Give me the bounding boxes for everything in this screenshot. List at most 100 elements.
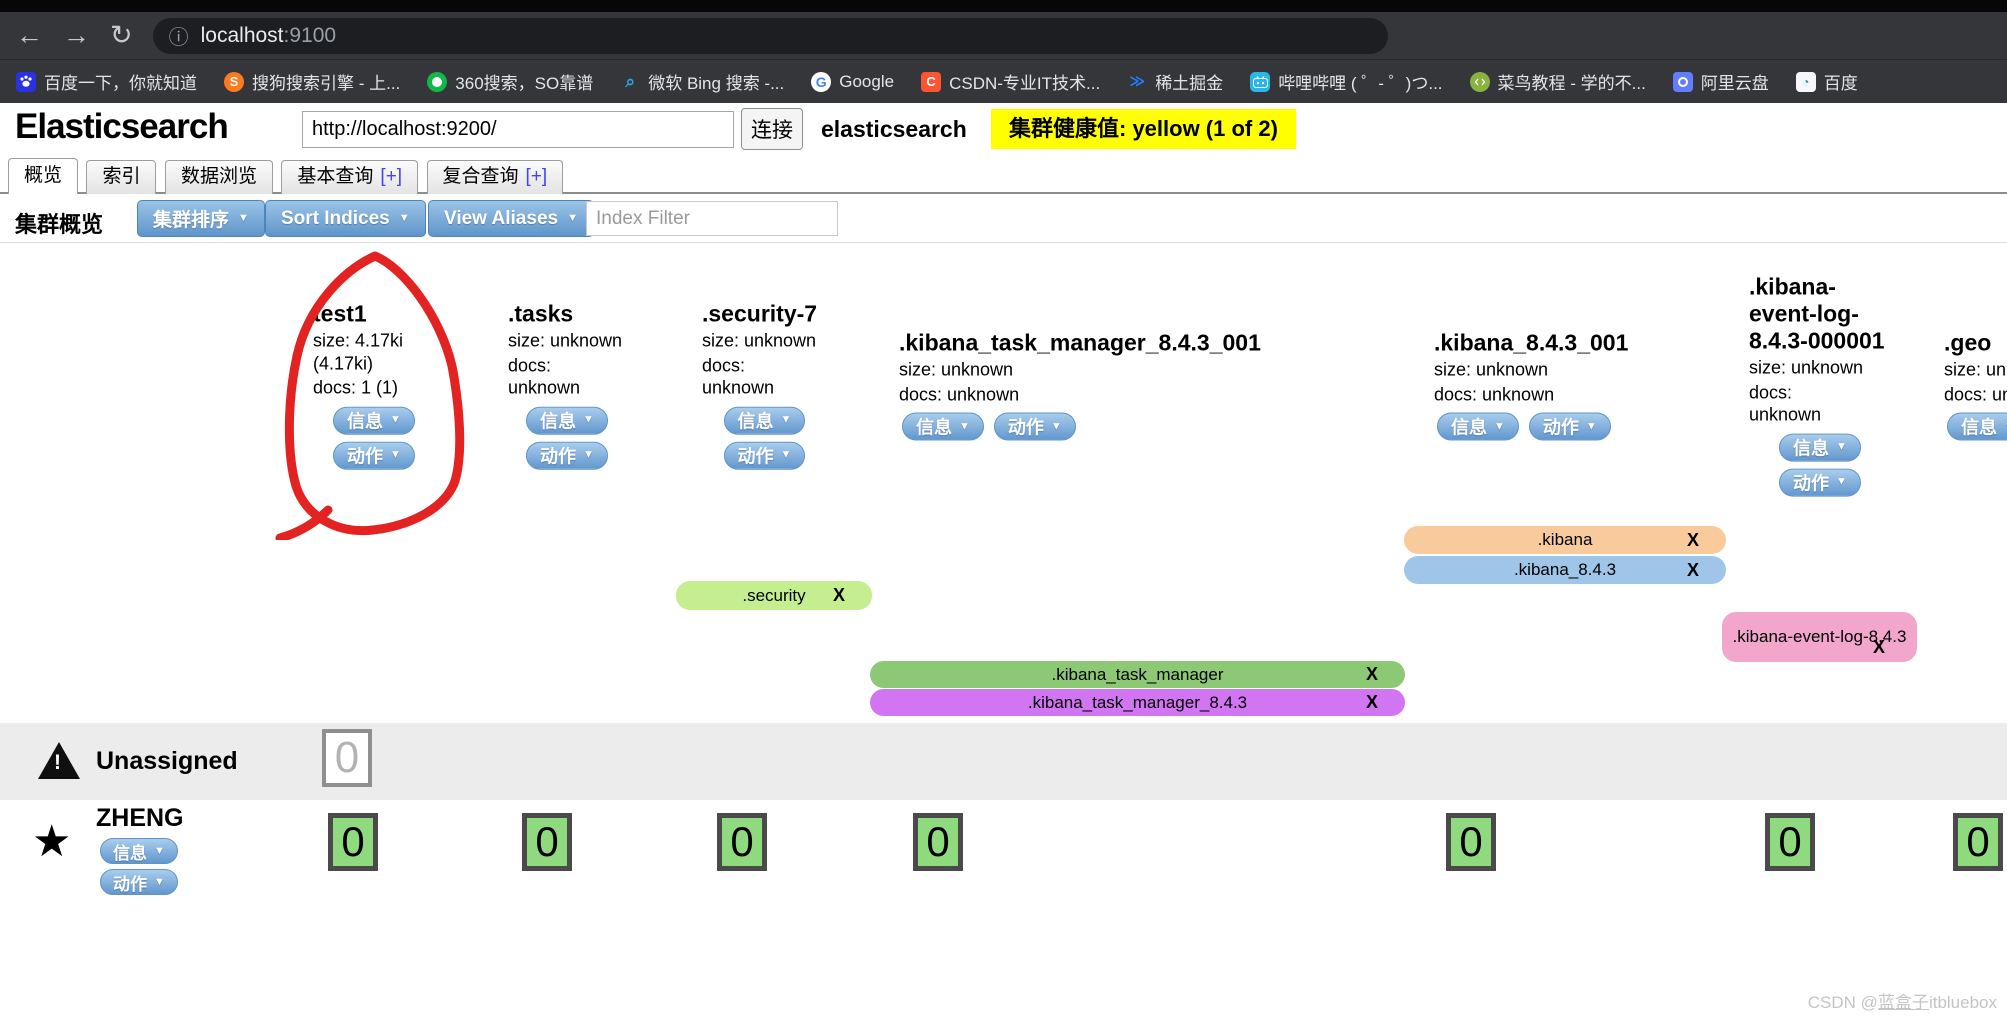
forward-icon[interactable]: →: [63, 20, 90, 50]
reload-icon[interactable]: ↻: [110, 20, 133, 50]
bookmark-bing[interactable]: ⌕ 微软 Bing 搜索 -...: [620, 69, 784, 94]
chevron-down-icon: ▼: [154, 844, 165, 857]
watermark: CSDN @蓝盒子itbluebox: [1807, 993, 1997, 1012]
alias-tag-kibana-task-manager-843[interactable]: .kibana_task_manager_8.4.3 X: [870, 689, 1405, 716]
shard-box[interactable]: 0: [1953, 813, 2003, 871]
bookmark-csdn[interactable]: C CSDN-专业IT技术...: [921, 69, 1100, 94]
bookmark-runoob[interactable]: 菜鸟教程 - 学的不...: [1469, 69, 1646, 94]
info-button[interactable]: 信息▼: [1947, 412, 2007, 441]
shard-box[interactable]: 0: [1446, 813, 1496, 871]
actions-button[interactable]: 动作 ▼: [993, 412, 1076, 441]
info-button[interactable]: 信息▼: [723, 406, 806, 435]
tab-indices[interactable]: 索引: [86, 160, 157, 194]
tab-basic-query[interactable]: 基本查询 [+]: [281, 160, 419, 194]
info-button[interactable]: 信息▼: [902, 412, 984, 441]
actions-button[interactable]: 动作 ▼: [1779, 468, 1861, 497]
info-button[interactable]: 信息▼: [1437, 412, 1519, 441]
close-icon[interactable]: X: [1872, 636, 1885, 657]
bookmark-baidu[interactable]: 百度一下，你就知道: [16, 69, 197, 94]
browser-toolbar: ← → ↻ ⓘ localhost:9100: [0, 12, 2007, 59]
sort-indices-button[interactable]: Sort Indices ▼: [265, 200, 426, 237]
close-icon[interactable]: X: [1686, 529, 1699, 550]
tab-compound-query[interactable]: 复合查询 [+]: [426, 160, 564, 194]
index-docs: docs: unknown: [1944, 384, 2007, 405]
shard-box[interactable]: 0: [913, 813, 963, 871]
index-name: .tasks: [508, 300, 574, 327]
chevron-down-icon: ▼: [780, 413, 792, 426]
actions-button[interactable]: 动作 ▼: [526, 441, 608, 470]
alias-tag-kibana-task-manager[interactable]: .kibana_task_manager X: [870, 661, 1405, 688]
index-docs: docs: unknown: [1434, 384, 1555, 405]
alias-tag-kibana[interactable]: .kibana X: [1404, 526, 1726, 554]
bookmark-label: 搜狗搜索引擎 - 上...: [252, 74, 401, 93]
endpoint-input[interactable]: [302, 111, 734, 148]
bookmark-label: 百度: [1823, 74, 1858, 93]
chevron-down-icon: ▼: [2004, 421, 2007, 432]
bookmark-juejin[interactable]: ≫ 稀土掘金: [1127, 69, 1223, 94]
chevron-down-icon: ▼: [583, 448, 594, 461]
bookmark-label: CSDN-专业IT技术...: [949, 74, 1101, 93]
index-column-kibana-event-log: .kibana-event-log-8.4.3-000001 size: unk…: [1749, 274, 1891, 497]
bookmark-360[interactable]: 360搜索，SO靠谱: [427, 69, 593, 94]
actions-button[interactable]: 动作 ▼: [723, 441, 806, 470]
shard-box[interactable]: 0: [328, 813, 378, 871]
shard-box[interactable]: 0: [1765, 813, 1815, 871]
chevron-down-icon: ▼: [567, 212, 578, 224]
index-size: size: unknown: [1944, 359, 2007, 380]
info-button[interactable]: 信息▼: [100, 838, 178, 864]
index-size: size: 4.17ki (4.17ki): [313, 330, 404, 374]
juejin-icon: ≫: [1129, 73, 1146, 90]
bookmark-label: 微软 Bing 搜索 -...: [648, 74, 785, 93]
bookmark-label: 哔哩哔哩 ( ゜- ゜)つ...: [1278, 74, 1443, 93]
index-size: size: unknown: [1749, 357, 1864, 378]
index-size: size: unknown: [508, 330, 623, 351]
index-name: .kibana_task_manager_8.4.3_001: [899, 329, 1261, 356]
view-aliases-button[interactable]: View Aliases ▼: [428, 200, 594, 237]
bookmark-google[interactable]: G Google: [811, 71, 894, 92]
tab-browser[interactable]: 数据浏览: [164, 160, 273, 194]
info-button[interactable]: 信息▼: [333, 406, 415, 435]
close-icon[interactable]: X: [1365, 664, 1378, 684]
index-docs: docs: unknown: [508, 355, 581, 398]
star-icon: ★: [32, 817, 72, 866]
bookmark-label: 稀土掘金: [1155, 74, 1224, 93]
back-icon[interactable]: ←: [16, 20, 43, 50]
runoob-icon: [1469, 71, 1490, 92]
close-icon[interactable]: X: [1365, 692, 1378, 712]
close-icon[interactable]: X: [1686, 559, 1699, 580]
site-info-icon[interactable]: ⓘ: [168, 27, 189, 49]
shard-box[interactable]: 0: [717, 813, 767, 871]
connect-button[interactable]: 连接: [741, 108, 803, 150]
cluster-toolbar: 集群概览 集群排序 ▼ Sort Indices ▼ View Aliases ▼: [0, 196, 2007, 243]
unassigned-shard-box[interactable]: 0: [322, 729, 372, 787]
bookmark-bilibili[interactable]: 哔哩哔哩 ( ゜- ゜)つ...: [1250, 69, 1443, 94]
cluster-health-badge: 集群健康值: yellow (1 of 2): [991, 109, 1296, 149]
warning-icon: [38, 742, 80, 779]
close-icon[interactable]: X: [832, 585, 845, 605]
index-docs: docs: 1 (1): [313, 377, 399, 398]
actions-button[interactable]: 动作 ▼: [100, 869, 178, 895]
address-bar[interactable]: ⓘ localhost:9100: [152, 17, 1388, 54]
actions-button[interactable]: 动作 ▼: [1528, 412, 1611, 441]
unassigned-label: Unassigned: [96, 747, 238, 775]
actions-button[interactable]: 动作 ▼: [333, 441, 415, 470]
info-button[interactable]: 信息▼: [1779, 433, 1861, 462]
alias-tag-kibana-event-log[interactable]: .kibana-event-log-8.4.3 X: [1722, 612, 1917, 662]
index-filter-input[interactable]: [586, 201, 838, 236]
chevron-down-icon: ▼: [1585, 420, 1597, 433]
cluster-sort-button[interactable]: 集群排序 ▼: [137, 200, 265, 237]
bookmark-sogou[interactable]: S 搜狗搜索引擎 - 上...: [224, 69, 400, 94]
tab-overview[interactable]: 概览: [8, 158, 79, 194]
index-column-kibana-task-manager: .kibana_task_manager_8.4.3_001 size: unk…: [899, 329, 1379, 441]
info-button[interactable]: 信息▼: [526, 406, 608, 435]
bookmark-baidupan[interactable]: ◔ 百度: [1795, 69, 1858, 94]
index-docs: docs: unknown: [702, 355, 775, 398]
index-name: .kibana-event-log-8.4.3-000001: [1749, 273, 1885, 354]
watermark-user: 蓝盒子: [1877, 993, 1929, 1012]
bilibili-icon: [1250, 71, 1271, 92]
shard-box[interactable]: 0: [522, 813, 572, 871]
chevron-down-icon: ▼: [390, 413, 401, 426]
bookmark-aliyundrive[interactable]: 阿里云盘: [1672, 69, 1769, 94]
alias-tag-kibana-843[interactable]: .kibana_8.4.3 X: [1404, 556, 1726, 584]
alias-tag-security[interactable]: .security X: [676, 581, 872, 610]
